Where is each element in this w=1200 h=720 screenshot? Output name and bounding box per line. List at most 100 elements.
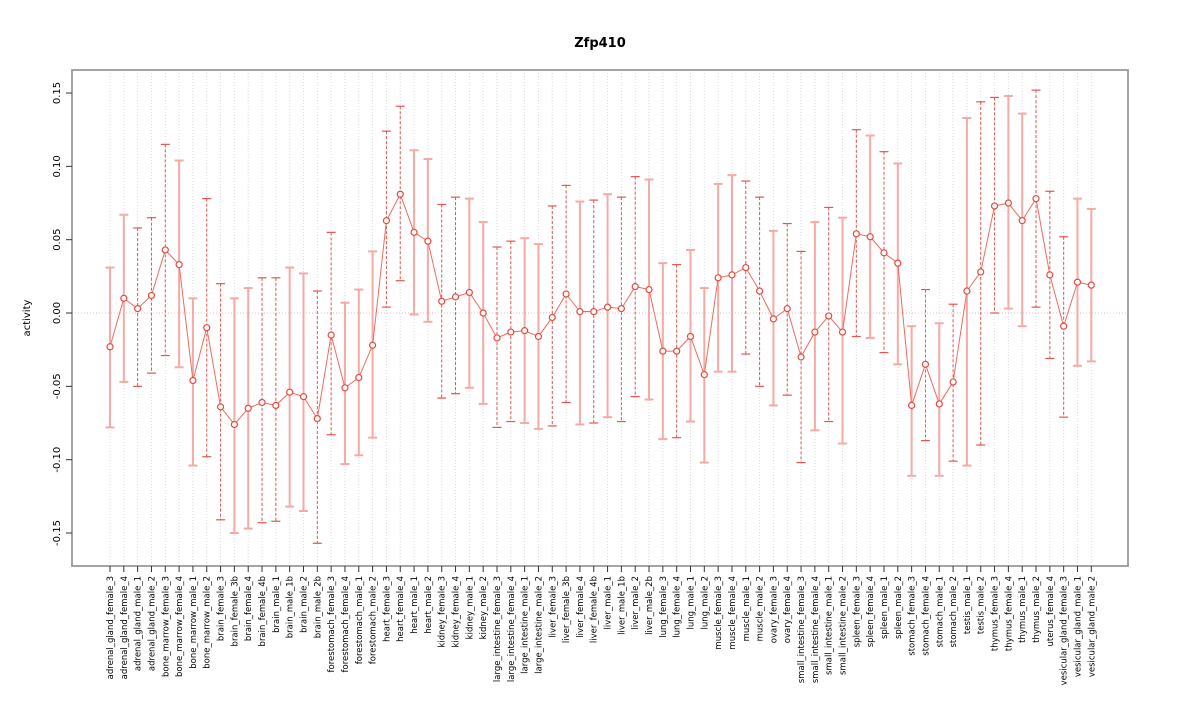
x-tick-label: thymus_male_1 [1018,576,1028,643]
data-point [341,384,349,392]
x-tick-label: kidney_male_2 [479,576,489,639]
x-tick-label: testis_male_2 [977,576,987,634]
x-tick-label: testis_male_1 [963,576,973,634]
x-tick-label: forestomach_male_2 [369,576,379,664]
data-point [921,360,930,368]
x-tick-label: liver_male_2 [631,576,641,629]
x-tick-label: liver_female_3 [548,576,558,638]
data-point [1060,322,1068,330]
data-point [908,401,916,410]
x-tick-label: bone_marrow_female_3 [161,576,171,677]
y-tick-label: -0.15 [52,520,63,546]
data-point [189,376,197,385]
data-point [659,347,667,355]
data-point [147,291,156,300]
x-tick-label: spleen_female_4 [866,576,876,647]
x-tick-label: liver_female_3b [562,576,572,643]
data-point [838,328,847,336]
x-tick-label: heart_male_2 [424,576,434,634]
plot-frame [71,69,1129,567]
chart-title: Zfp410 [574,36,626,51]
data-point [438,297,446,305]
data-point [382,217,391,225]
data-point [465,288,473,297]
data-point [935,400,943,408]
x-tick-label: adrenal_gland_female_4 [120,576,130,679]
x-tick-label: muscle_female_3 [714,576,724,650]
x-tick-label: lung_male_2 [700,576,710,630]
x-tick-label: stomach_male_2 [949,576,959,648]
y-tick-label: 0.00 [52,302,63,324]
x-tick-label: muscle_male_2 [756,576,766,641]
x-tick-label: liver_female_4b [590,576,600,643]
x-tick-label: ovary_female_3 [769,576,779,643]
x-tick-label: vesicular_gland_male_1 [1073,576,1083,677]
data-point [258,398,266,407]
data-point [120,294,128,302]
x-tick-label: brain_female_4b [258,576,268,646]
data-point [1018,217,1026,225]
data-point [396,190,404,198]
data-point [714,274,722,282]
x-tick-label: spleen_male_2 [894,576,904,639]
x-tick-label: forestomach_female_4 [341,576,351,672]
x-tick-label: small_intestine_female_3 [797,576,807,683]
x-tick-label: small_intestine_male_1 [825,576,835,675]
x-tick-label: uterus_female_4 [1046,576,1056,646]
data-point [590,307,598,316]
x-tick-label: large_intestine_female_3 [493,576,503,682]
data-point [327,331,335,339]
data-point [949,378,957,386]
data-point [562,290,570,298]
data-point [161,246,169,254]
x-tick-label: ovary_female_4 [783,576,793,643]
x-tick-label: lung_male_1 [686,576,696,630]
x-tick-label: kidney_female_4 [452,576,462,648]
x-tick-label: heart_female_4 [396,576,406,642]
data-point [286,388,294,396]
data-point [369,341,377,349]
x-tick-label: brain_female_3 [217,576,227,641]
x-tick-label: kidney_female_3 [438,576,448,648]
y-tick-label: 0.05 [52,229,63,251]
data-point [355,373,363,382]
data-point [479,309,487,317]
x-tick-label: spleen_female_3 [852,576,862,647]
x-tick-label: brain_female_3b [230,576,240,646]
data-point [216,403,225,411]
x-tick-label: stomach_male_1 [935,576,945,648]
x-tick-label: liver_male_1b [617,576,627,635]
y-tick-label: -0.05 [52,373,63,399]
x-tick-label: large_intestine_male_2 [534,576,544,674]
data-point [299,393,308,401]
x-tick-label: liver_female_4 [576,576,586,638]
data-point [1087,281,1095,289]
x-tick-label: lung_female_4 [673,576,683,638]
x-tick-label: forestomach_male_1 [355,576,365,664]
data-point [825,312,833,320]
data-point [963,287,971,295]
y-tick-label: 0.15 [52,82,63,104]
data-point [493,334,501,342]
data-point [894,259,902,267]
x-tick-label: bone_marrow_female_4 [175,576,185,677]
series-line [109,192,1092,426]
data-point [1032,195,1040,203]
x-tick-label: adrenal_gland_female_3 [106,576,116,679]
data-point [106,343,114,351]
data-point [272,401,280,410]
x-tick-label: kidney_male_1 [465,576,475,639]
data-point [576,307,584,316]
data-point [728,271,736,279]
x-tick-label: large_intestine_female_4 [507,576,517,682]
x-tick-label: heart_male_1 [410,576,420,634]
x-tick-label: stomach_female_3 [908,576,918,656]
data-point [797,353,805,361]
x-tick-label: thymus_female_4 [1004,576,1014,651]
x-tick-label: brain_male_1 [272,576,282,633]
x-tick-label: vesicular_gland_male_2 [1087,576,1097,677]
x-tick-label: liver_male_2b [645,576,655,635]
data-point [134,305,142,313]
